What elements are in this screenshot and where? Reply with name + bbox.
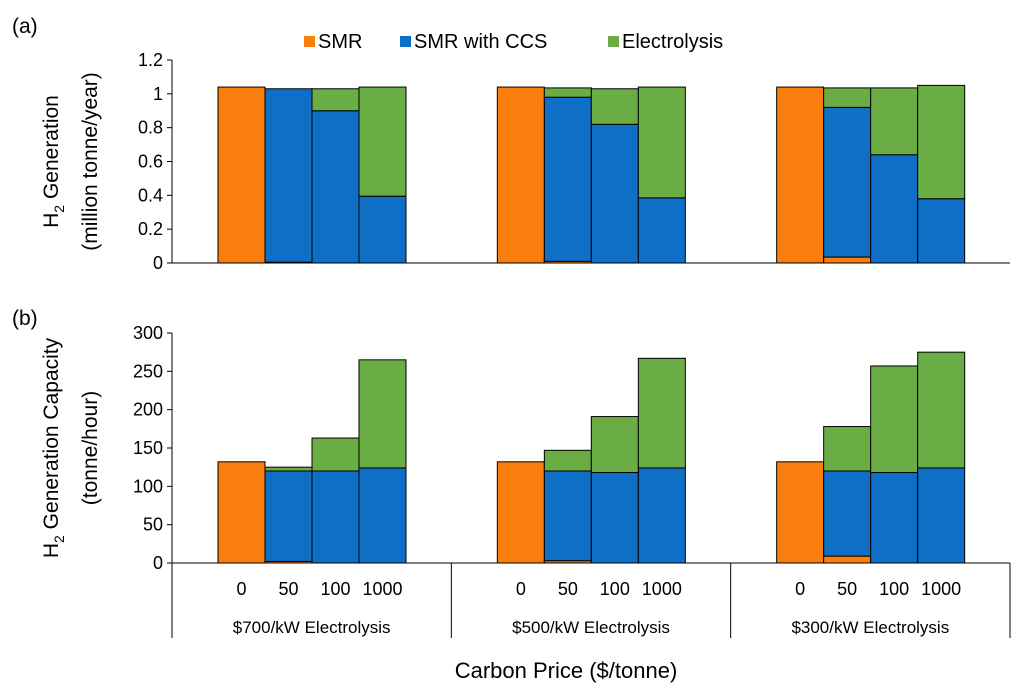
bar-1-0-3-smr-with-ccs (358, 467, 407, 564)
x-category-label-2-0: 0 (795, 579, 805, 599)
bar-1-2-2-electrolysis (870, 365, 919, 474)
x-category-label-0-1: 50 (278, 579, 298, 599)
y-tick-label-0-5: 1 (153, 84, 163, 104)
x-category-label-0-2: 100 (320, 579, 350, 599)
y-axis-title-0-1: (million tonne/year) (79, 72, 102, 251)
bar-1-2-2-smr-with-ccs (870, 472, 919, 564)
bar-0-0-2-electrolysis (311, 88, 360, 112)
bar-0-2-2-electrolysis (870, 87, 919, 156)
bar-0-2-0-smr (776, 86, 825, 264)
x-category-label-1-1: 50 (558, 579, 578, 599)
bar-1-1-3-electrolysis (637, 357, 686, 469)
bar-1-0-3-electrolysis (358, 359, 407, 469)
x-category-label-1-2: 100 (600, 579, 630, 599)
y-tick-label-0-4: 0.8 (138, 118, 163, 138)
bar-1-0-0-smr (217, 461, 266, 564)
bar-1-1-0-smr (496, 461, 545, 564)
y-tick-label-1-2: 100 (133, 476, 163, 496)
bar-1-1-1-electrolysis (543, 449, 592, 472)
bar-1-0-1-smr-with-ccs (264, 470, 313, 562)
bar-1-1-2-electrolysis (590, 416, 639, 474)
x-category-label-2-1: 50 (837, 579, 857, 599)
x-category-label-1-0: 0 (516, 579, 526, 599)
bar-0-1-2-smr-with-ccs (590, 123, 639, 264)
x-category-label-2-2: 100 (879, 579, 909, 599)
y-axis-title-0-0: H2 Generation (40, 95, 67, 228)
x-group-label-1: $500/kW Electrolysis (512, 618, 670, 637)
x-axis-title: Carbon Price ($/tonne) (455, 658, 678, 683)
bar-1-2-1-smr (823, 555, 872, 564)
bar-1-0-1-electrolysis (264, 466, 313, 472)
y-tick-label-0-3: 0.6 (138, 152, 163, 172)
bar-0-1-3-electrolysis (637, 86, 686, 199)
y-tick-label-0-6: 1.2 (138, 50, 163, 70)
legend-swatch-2 (608, 36, 619, 47)
y-tick-label-1-1: 50 (143, 515, 163, 535)
bar-1-0-2-electrolysis (311, 437, 360, 472)
bar-0-1-3-smr-with-ccs (637, 197, 686, 264)
x-category-label-0-3: 1000 (362, 579, 402, 599)
bar-0-1-0-smr (496, 86, 545, 264)
bar-1-2-0-smr (776, 461, 825, 564)
bar-0-2-3-electrolysis (917, 84, 966, 200)
y-axis-title-1-0: H2 Generation Capacity (40, 337, 67, 558)
legend-label-1: SMR with CCS (414, 31, 547, 53)
bar-1-2-1-electrolysis (823, 426, 872, 472)
bar-0-0-3-smr-with-ccs (358, 195, 407, 264)
y-tick-label-1-3: 150 (133, 438, 163, 458)
bar-1-0-2-smr-with-ccs (311, 470, 360, 564)
bar-0-1-2-electrolysis (590, 88, 639, 125)
bar-0-0-0-smr (217, 86, 266, 264)
bar-1-2-3-smr-with-ccs (917, 467, 966, 564)
y-tick-label-1-6: 300 (133, 323, 163, 343)
legend-label-0: SMR (318, 31, 362, 53)
bar-0-0-1-smr-with-ccs (264, 88, 313, 263)
bar-0-1-1-electrolysis (543, 87, 592, 98)
legend-swatch-0 (304, 36, 315, 47)
x-group-label-2: $300/kW Electrolysis (791, 618, 949, 637)
bar-0-2-2-smr-with-ccs (870, 154, 919, 264)
bar-0-2-1-smr (823, 256, 872, 264)
y-tick-label-0-2: 0.4 (138, 185, 163, 205)
bar-0-1-1-smr-with-ccs (543, 96, 592, 262)
bar-1-1-3-smr-with-ccs (637, 467, 686, 564)
x-category-label-1-3: 1000 (642, 579, 682, 599)
x-category-label-2-3: 1000 (921, 579, 961, 599)
x-group-label-0: $700/kW Electrolysis (233, 618, 391, 637)
bar-0-2-1-smr-with-ccs (823, 106, 872, 258)
y-tick-label-0-0: 0 (153, 253, 163, 273)
x-category-label-0-0: 0 (236, 579, 246, 599)
bar-0-2-3-smr-with-ccs (917, 198, 966, 264)
legend-label-2: Electrolysis (622, 31, 723, 53)
legend-swatch-1 (400, 36, 411, 47)
y-tick-label-1-4: 200 (133, 400, 163, 420)
bar-1-1-2-smr-with-ccs (590, 472, 639, 564)
y-axis-title-1-1: (tonne/hour) (79, 391, 102, 505)
bar-1-1-1-smr-with-ccs (543, 470, 592, 562)
panel-label-0: (a) (12, 15, 38, 38)
panel-label-1: (b) (12, 307, 38, 330)
bar-0-0-3-electrolysis (358, 86, 407, 197)
y-tick-label-1-5: 250 (133, 361, 163, 381)
bar-0-0-2-smr-with-ccs (311, 110, 360, 264)
bar-1-2-3-electrolysis (917, 351, 966, 469)
y-tick-label-1-0: 0 (153, 553, 163, 573)
bar-0-2-1-electrolysis (823, 87, 872, 108)
y-tick-label-0-1: 0.2 (138, 219, 163, 239)
bar-1-2-1-smr-with-ccs (823, 470, 872, 557)
